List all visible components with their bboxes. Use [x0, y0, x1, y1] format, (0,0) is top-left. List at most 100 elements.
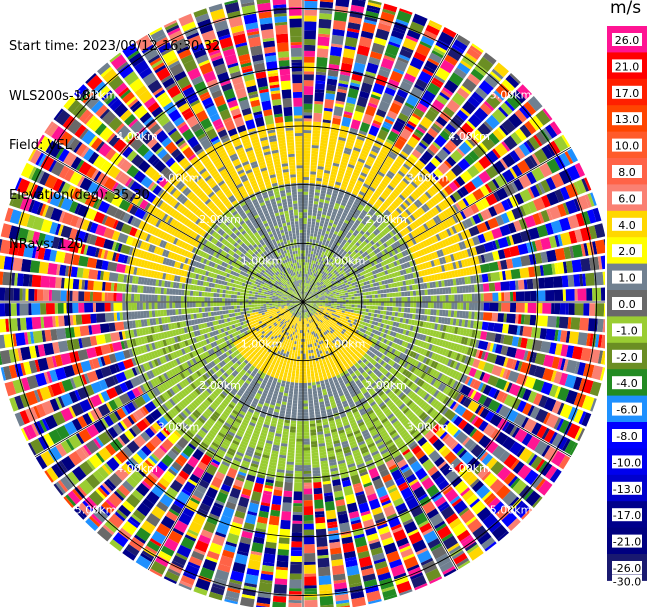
- ppi-gate: [465, 311, 468, 318]
- ppi-gate: [457, 294, 460, 301]
- ppi-gate: [422, 309, 425, 314]
- ppi-gate: [304, 180, 309, 183]
- ppi-gate: [366, 306, 369, 309]
- ppi-gate: [474, 312, 478, 320]
- ppi-gate: [354, 297, 357, 300]
- ppi-gate: [363, 305, 366, 308]
- ppi-gate: [460, 303, 463, 310]
- ppi-gate: [328, 298, 331, 300]
- ppi-gate: [308, 330, 310, 333]
- ppi-gate: [354, 291, 357, 294]
- ppi-gate: [315, 373, 319, 376]
- ppi-gate: [554, 290, 563, 301]
- ppi-gate: [413, 308, 416, 313]
- ppi-gate: [307, 262, 309, 265]
- ppi-gate: [336, 294, 339, 296]
- ppi-gate: [303, 351, 305, 354]
- ppi-gate: [433, 309, 436, 315]
- ppi-gate: [304, 315, 305, 318]
- ppi-gate: [310, 421, 315, 424]
- ppi-gate: [311, 373, 315, 376]
- ppi-gate: [310, 257, 312, 260]
- ppi-gate: [387, 293, 390, 297]
- ppi-gate: [313, 346, 316, 349]
- ppi-gate: [398, 312, 401, 317]
- ppi-gate: [334, 299, 337, 301]
- ppi-gate: [348, 295, 351, 297]
- ppi-gate: [381, 302, 384, 306]
- ppi-gate: [353, 288, 356, 291]
- ppi-gate: [398, 307, 401, 311]
- ppi-gate: [304, 283, 305, 286]
- ppi-gate: [357, 293, 360, 296]
- ppi-gate: [400, 287, 403, 292]
- ppi-gate: [399, 297, 402, 301]
- ppi-gate: [313, 237, 316, 240]
- ppi-gate: [403, 313, 406, 318]
- ppi-gate: [311, 338, 313, 341]
- ppi-gate: [313, 391, 317, 394]
- ppi-gate: [366, 309, 369, 312]
- ppi-gate: [554, 303, 560, 314]
- ppi-gate: [311, 450, 318, 453]
- ppi-gate: [304, 39, 316, 45]
- ppi-gate: [375, 298, 378, 301]
- ppi-gate: [308, 256, 310, 259]
- ppi-gate: [323, 484, 332, 494]
- ppi-gate: [315, 246, 318, 249]
- ppi-gate: [308, 204, 312, 207]
- ppi-gate: [313, 473, 321, 477]
- ppi-gate: [304, 151, 311, 154]
- ppi-gate: [340, 306, 343, 308]
- ppi-gate: [384, 302, 387, 306]
- ppi-gate: [304, 121, 312, 124]
- ppi-gate: [345, 295, 348, 297]
- ppi-gate: [314, 370, 318, 373]
- ppi-gate: [512, 257, 522, 268]
- ppi-gate: [307, 380, 311, 383]
- ppi-gate: [307, 374, 310, 377]
- ppi-gate: [422, 303, 425, 308]
- ppi-gate: [331, 297, 334, 299]
- ppi-gate: [340, 296, 343, 298]
- ppi-gate: [460, 311, 463, 318]
- ppi-gate: [566, 303, 569, 315]
- ppi-gate: [366, 295, 369, 298]
- ppi-gate: [402, 297, 405, 301]
- ppi-gate: [469, 294, 472, 301]
- ppi-gate: [308, 266, 310, 269]
- ppi-gate: [312, 216, 316, 219]
- ppi-gate: [310, 236, 313, 239]
- ppi-gate: [303, 403, 308, 406]
- ppi-gate: [303, 392, 307, 395]
- ppi-gate: [487, 322, 494, 331]
- ppi-gate: [311, 154, 318, 157]
- ppi-gate: [375, 306, 378, 309]
- ppi-gate: [331, 296, 334, 298]
- ppi-gate: [334, 304, 337, 306]
- ppi-gate: [468, 311, 471, 319]
- ppi-gate: [539, 303, 542, 313]
- ppi-gate: [516, 291, 525, 301]
- ppi-gate: [434, 296, 437, 302]
- ppi-gate: [305, 342, 307, 345]
- ppi-gate: [304, 109, 312, 112]
- ppi-gate: [306, 362, 309, 365]
- ppi-gate: [334, 11, 348, 21]
- ppi-gate: [303, 198, 308, 201]
- ppi-gate: [316, 75, 326, 82]
- ppi-gate: [328, 305, 331, 307]
- ppi-gate: [538, 278, 545, 289]
- ppi-gate: [530, 291, 536, 301]
- ppi-gate: [352, 302, 355, 304]
- ppi-gate: [480, 263, 490, 273]
- ppi-gate: [308, 397, 312, 400]
- ppi-gate: [310, 177, 316, 180]
- ppi-gate: [363, 309, 366, 312]
- ppi-gate: [304, 45, 315, 51]
- ppi-gate: [308, 388, 312, 391]
- ppi-gate: [343, 304, 346, 306]
- ppi-gate: [315, 346, 318, 349]
- ppi-gate: [319, 7, 332, 14]
- ppi-gate: [307, 230, 310, 233]
